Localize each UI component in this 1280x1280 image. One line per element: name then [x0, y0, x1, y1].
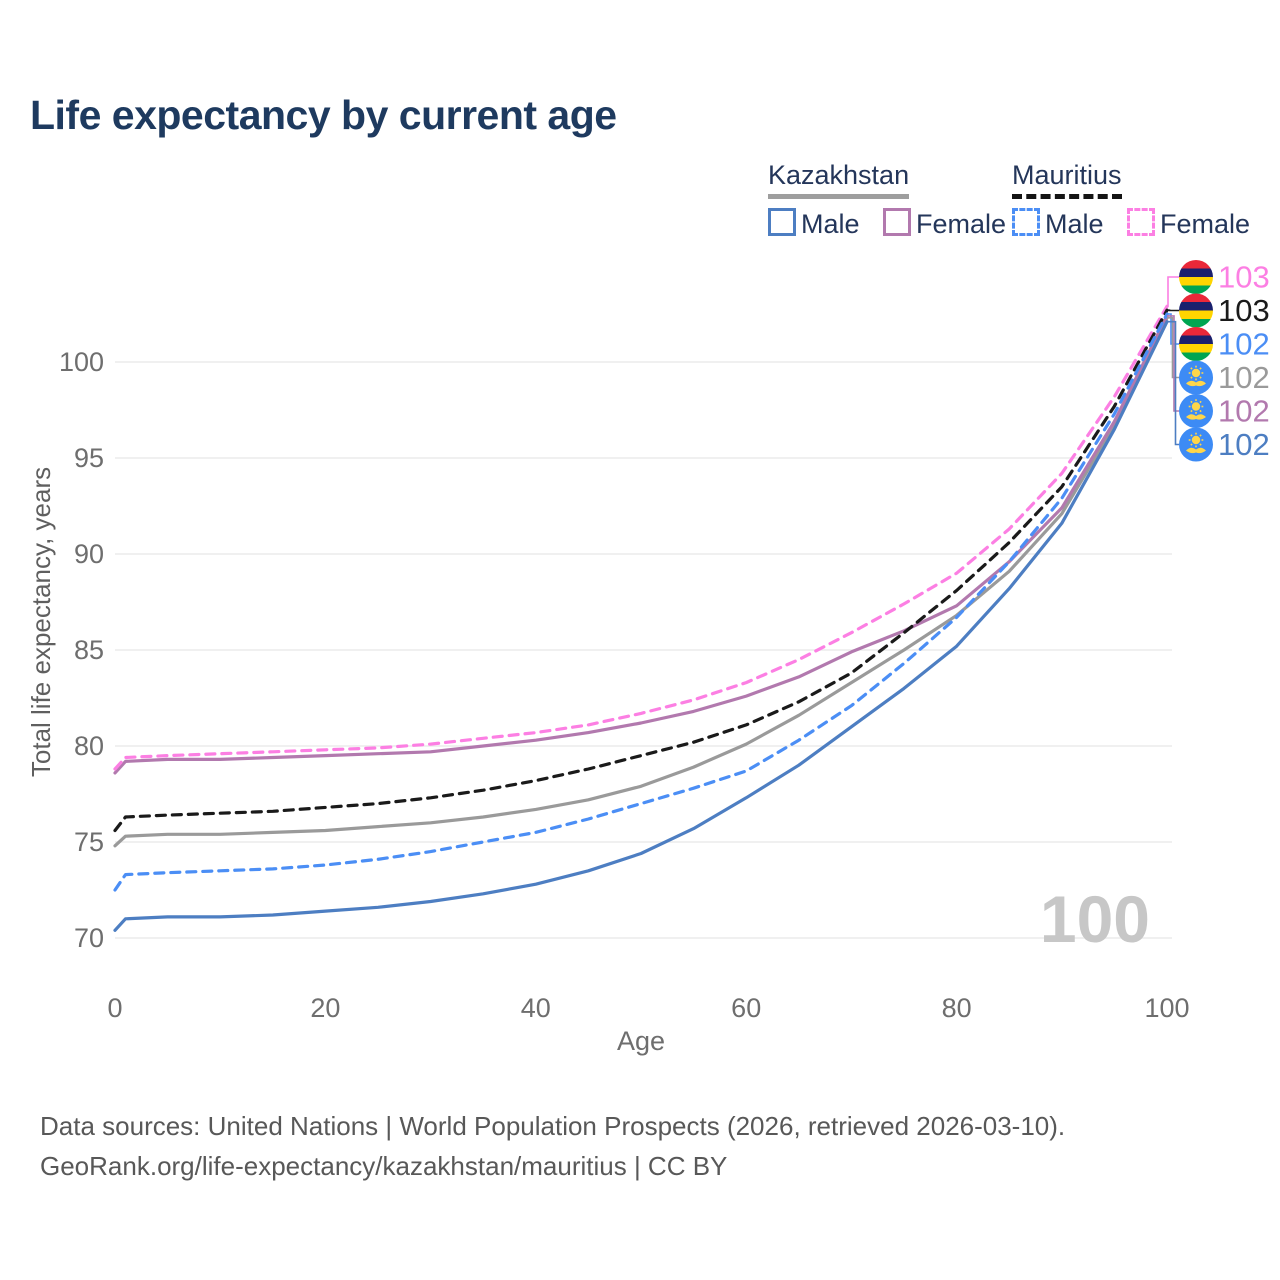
series-line-mauritius-all[interactable]	[113, 308, 1169, 833]
x-axis-title: Age	[617, 1026, 665, 1056]
legend-item-label: Male	[801, 209, 860, 239]
legend-swatch-mauritius-female-icon	[1126, 208, 1155, 236]
end-value-label-mauritius-all: 103	[1218, 293, 1270, 328]
end-value-label-kazakhstan-all: 102	[1218, 360, 1270, 395]
page-title: Life expectancy by current age	[30, 92, 617, 138]
legend-item-label: Female	[1159, 209, 1251, 239]
end-value-label-mauritius-female: 103	[1218, 260, 1270, 295]
y-axis-title: Total life expectancy, years	[26, 467, 56, 777]
y-tick-label-90: 90	[74, 539, 104, 569]
flag-icon-mauritius	[1179, 293, 1213, 328]
legend-item-mauritius-male[interactable]: Male	[1012, 208, 1104, 240]
series-line-mauritius-male[interactable]	[113, 312, 1169, 892]
end-connector-mauritius-female	[1167, 276, 1179, 308]
end-value-label-kazakhstan-female: 102	[1218, 394, 1270, 429]
legend-item-kazakhstan-male[interactable]: Male	[768, 208, 860, 240]
legend-item-label: Female	[915, 209, 1007, 239]
flag-icon-kazakhstan	[1179, 360, 1213, 395]
series-line-mauritius-female[interactable]	[113, 304, 1169, 771]
legend-linestyle-solid-sample	[768, 194, 910, 199]
y-tick-label-100: 100	[59, 347, 104, 377]
legend-country-kazakhstan[interactable]: Kazakhstan	[768, 160, 910, 199]
end-connector-kazakhstan-male	[1167, 320, 1179, 446]
chart-legend: Kazakhstan Male Female Mauritius Male Fe…	[0, 160, 1280, 240]
y-tick-label-80: 80	[74, 731, 104, 761]
flag-icon-kazakhstan	[1179, 394, 1213, 428]
legend-swatch-kazakhstan-male-icon	[768, 208, 796, 236]
x-tick-label-60: 60	[731, 993, 761, 1023]
series-line-kazakhstan-all[interactable]	[113, 316, 1169, 848]
legend-group-kazakhstan: Kazakhstan Male Female	[768, 160, 1025, 240]
legend-item-mauritius-female[interactable]: Female	[1126, 208, 1251, 240]
x-tick-label-40: 40	[521, 993, 551, 1023]
legend-country-label-kazakhstan: Kazakhstan	[768, 160, 910, 190]
footer-data-sources: Data sources: United Nations | World Pop…	[40, 1111, 1066, 1141]
y-tick-label-75: 75	[74, 827, 104, 857]
end-value-label-mauritius-male: 102	[1218, 327, 1270, 362]
flag-icon-mauritius	[1179, 260, 1213, 294]
x-tick-label-0: 0	[107, 993, 122, 1023]
age-100-watermark: 100	[1040, 882, 1150, 956]
x-tick-label-20: 20	[310, 993, 340, 1023]
legend-item-kazakhstan-female[interactable]: Female	[882, 208, 1007, 240]
end-connector-kazakhstan-female	[1167, 315, 1179, 412]
flag-icon-mauritius	[1179, 327, 1213, 361]
footer: Data sources: United Nations | World Pop…	[40, 1106, 1065, 1186]
legend-swatch-kazakhstan-female-icon	[882, 208, 911, 236]
x-tick-label-100: 100	[1144, 993, 1189, 1023]
legend-item-label: Male	[1045, 209, 1104, 239]
footer-attribution-url: GeoRank.org/life-expectancy/kazakhstan/m…	[40, 1151, 728, 1181]
x-tick-label-80: 80	[942, 993, 972, 1023]
y-tick-label-95: 95	[74, 443, 104, 473]
y-tick-label-85: 85	[74, 635, 104, 665]
legend-group-mauritius: Mauritius Male Female	[1012, 160, 1269, 240]
end-connector-kazakhstan-all	[1167, 317, 1179, 379]
legend-country-mauritius[interactable]: Mauritius	[1012, 160, 1122, 199]
flag-icon-kazakhstan	[1179, 427, 1213, 462]
y-tick-label-70: 70	[74, 923, 104, 953]
series-line-kazakhstan-female[interactable]	[113, 314, 1169, 775]
legend-country-label-mauritius: Mauritius	[1012, 160, 1122, 190]
legend-swatch-mauritius-male-icon	[1012, 208, 1040, 236]
series-line-kazakhstan-male[interactable]	[113, 320, 1169, 932]
legend-linestyle-dashed-sample	[1012, 194, 1122, 199]
end-value-label-kazakhstan-male: 102	[1218, 427, 1270, 462]
